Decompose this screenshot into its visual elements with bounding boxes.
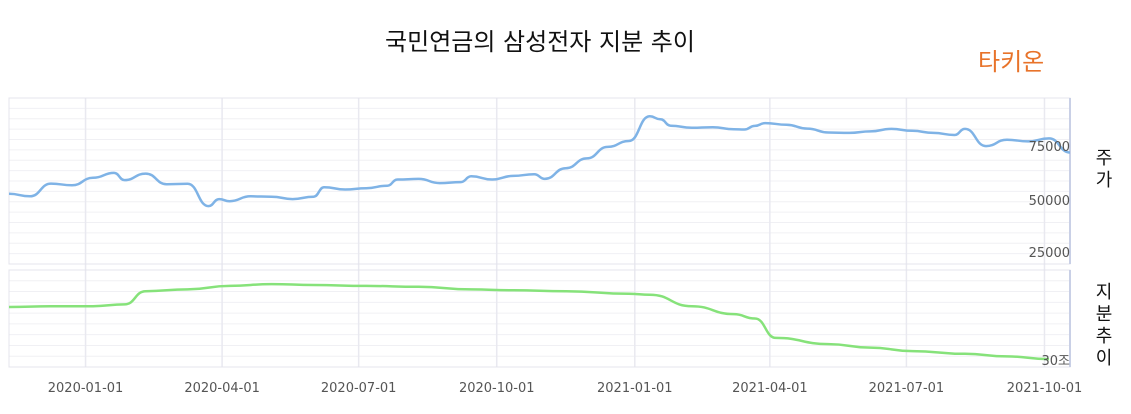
chart-title: 국민연금의 삼성전자 지분 추이 xyxy=(385,28,695,56)
x-tick-label: 2021-04-01 xyxy=(732,381,808,396)
stake-panel-grid xyxy=(9,280,1070,357)
x-tick-label: 2021-01-01 xyxy=(597,381,673,396)
stake-y-tick: 30조 xyxy=(1041,354,1070,369)
price-panel-grid xyxy=(9,107,1070,255)
stake-panel-frame xyxy=(8,269,1071,368)
brand-logo-text: 타키온 xyxy=(978,48,1045,76)
price-series-line xyxy=(8,115,1071,208)
price-y-tick: 75000 xyxy=(1029,140,1070,155)
x-tick-label: 2020-04-01 xyxy=(184,381,260,396)
vertical-gridlines xyxy=(84,98,1046,367)
price-y-tick: 50000 xyxy=(1029,194,1070,209)
price-y-tick: 25000 xyxy=(1029,246,1070,261)
x-tick-label: 2021-07-01 xyxy=(869,381,945,396)
x-tick-label: 2021-10-01 xyxy=(1007,381,1083,396)
x-tick-label: 2020-10-01 xyxy=(459,381,535,396)
x-axis-ticks: 2020-01-01 2020-04-01 2020-07-01 2020-10-01… xyxy=(48,381,1083,396)
x-tick-label: 2020-01-01 xyxy=(48,381,124,396)
x-tick-label: 2020-07-01 xyxy=(321,381,397,396)
stake-series-line xyxy=(8,282,1050,361)
